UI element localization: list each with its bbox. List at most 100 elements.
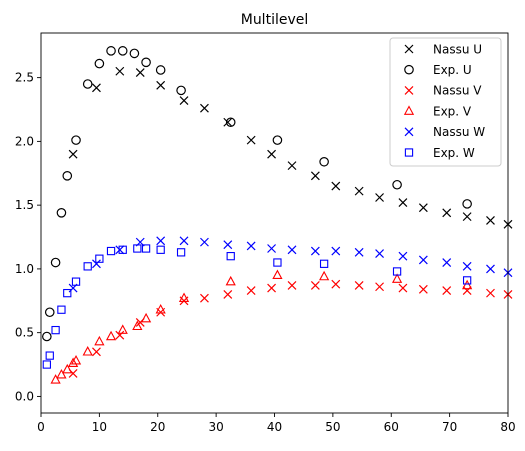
x-tick-label: 60 [384, 420, 399, 434]
data-point-nassu-w [200, 237, 209, 247]
data-point-exp-v [462, 279, 473, 290]
data-point-exp-v [94, 335, 105, 346]
y-tick-label: 1.5 [15, 198, 34, 212]
data-point-nassu-w [418, 255, 428, 265]
axes: 0 10 20 30 40 50 60 70 80 0.0 0.5 1.0 1.5 2.0 2.5 [15, 32, 516, 434]
data-point-exp-u [225, 117, 236, 128]
data-point-exp-u [462, 199, 472, 209]
legend-label-nassu-v: Nassu V [433, 84, 482, 98]
data-point-exp-w [176, 248, 186, 257]
data-point-exp-v [67, 357, 79, 368]
data-point-nassu-w [398, 251, 408, 261]
data-point-exp-u [319, 156, 329, 167]
data-point-exp-u [82, 79, 93, 89]
data-point-nassu-v [310, 281, 320, 290]
data-point-exp-w [51, 325, 60, 335]
data-marks [42, 46, 513, 384]
data-point-nassu-w [486, 264, 495, 274]
data-point-exp-v [318, 270, 330, 281]
data-point-exp-u [71, 135, 81, 145]
data-point-exp-v [70, 354, 82, 365]
data-point-nassu-w [115, 245, 125, 255]
data-point-exp-w [226, 252, 235, 261]
data-point-nassu-u [486, 216, 495, 225]
data-point-nassu-w [310, 246, 320, 256]
data-point-exp-u [392, 179, 402, 190]
data-point-exp-u [141, 57, 151, 68]
data-point-nassu-v [462, 286, 472, 296]
data-point-exp-v [225, 275, 236, 286]
x-tick-label: 50 [325, 420, 340, 434]
data-point-exp-w [319, 259, 329, 268]
data-point-exp-v [155, 303, 166, 314]
data-point-nassu-w [287, 245, 297, 255]
legend-box [389, 37, 502, 167]
data-point-nassu-v [418, 284, 428, 294]
data-point-nassu-v [223, 289, 233, 299]
data-point-exp-u [42, 331, 52, 342]
data-point-nassu-w [179, 236, 189, 246]
data-point-exp-u [62, 171, 73, 181]
data-point-nassu-u [418, 203, 428, 213]
data-point-exp-u [50, 257, 61, 268]
legend-marker-nassu-v [404, 85, 414, 95]
data-point-nassu-v [486, 288, 495, 298]
legend-marker-exp-u [404, 64, 414, 75]
legend-marker-nassu-u [404, 44, 414, 54]
data-point-nassu-u [68, 149, 78, 159]
data-point-exp-u [176, 85, 186, 96]
data-point-exp-w [118, 245, 127, 254]
y-tick-label: 2.5 [15, 71, 34, 85]
x-tick-label: 70 [442, 420, 457, 434]
data-point-exp-w [71, 277, 81, 286]
data-point-nassu-w [462, 261, 472, 271]
series-exp-u [42, 46, 472, 342]
legend-label-exp-u: Exp. U [433, 63, 472, 77]
data-point-exp-v [105, 330, 117, 341]
data-point-nassu-u [442, 208, 452, 218]
y-tick-label: 2.0 [15, 134, 34, 148]
data-point-exp-v [178, 292, 190, 302]
data-point-nassu-v [442, 286, 452, 296]
legend-label-exp-w: Exp. W [433, 146, 475, 160]
legend-marker-exp-v [403, 105, 415, 115]
data-point-exp-w [141, 244, 151, 253]
legend: Nassu U Exp. U Nassu V Exp. V Nassu W Exp. W [389, 37, 502, 167]
data-point-exp-w [45, 351, 54, 360]
data-point-nassu-w [375, 249, 384, 259]
data-point-exp-w [462, 276, 472, 285]
data-point-nassu-w [92, 259, 101, 269]
data-point-exp-w [392, 267, 402, 276]
data-point-exp-v [391, 273, 403, 283]
data-point-nassu-u [115, 66, 125, 76]
legend-marker-exp-w [404, 148, 414, 157]
data-point-nassu-u [287, 161, 297, 171]
data-point-exp-u [44, 307, 55, 318]
data-point-nassu-u [200, 103, 209, 113]
data-point-nassu-u [398, 198, 408, 208]
data-point-nassu-v [92, 347, 101, 357]
data-point-nassu-u [267, 149, 277, 159]
data-point-nassu-u [179, 96, 189, 106]
data-point-exp-v [117, 324, 128, 334]
data-point-exp-u [129, 48, 140, 59]
data-point-nassu-v [375, 282, 384, 292]
x-tick-label: 40 [267, 420, 282, 434]
data-point-nassu-u [156, 80, 166, 90]
data-point-exp-w [156, 245, 165, 254]
data-point-exp-w [273, 258, 282, 267]
series-nassu-v [68, 279, 513, 378]
chart-title: Multilevel [241, 12, 309, 28]
data-point-exp-w [83, 262, 92, 271]
data-point-nassu-u [310, 171, 320, 181]
data-point-exp-v [62, 363, 73, 374]
data-point-exp-v [140, 312, 152, 323]
data-point-nassu-w [267, 244, 277, 253]
data-point-exp-u [56, 207, 67, 218]
data-point-nassu-v [331, 279, 341, 289]
data-point-nassu-u [223, 117, 233, 127]
data-point-exp-v [50, 374, 61, 384]
data-point-nassu-v [398, 283, 408, 293]
data-point-nassu-u [92, 83, 101, 93]
data-point-exp-u [155, 65, 166, 75]
